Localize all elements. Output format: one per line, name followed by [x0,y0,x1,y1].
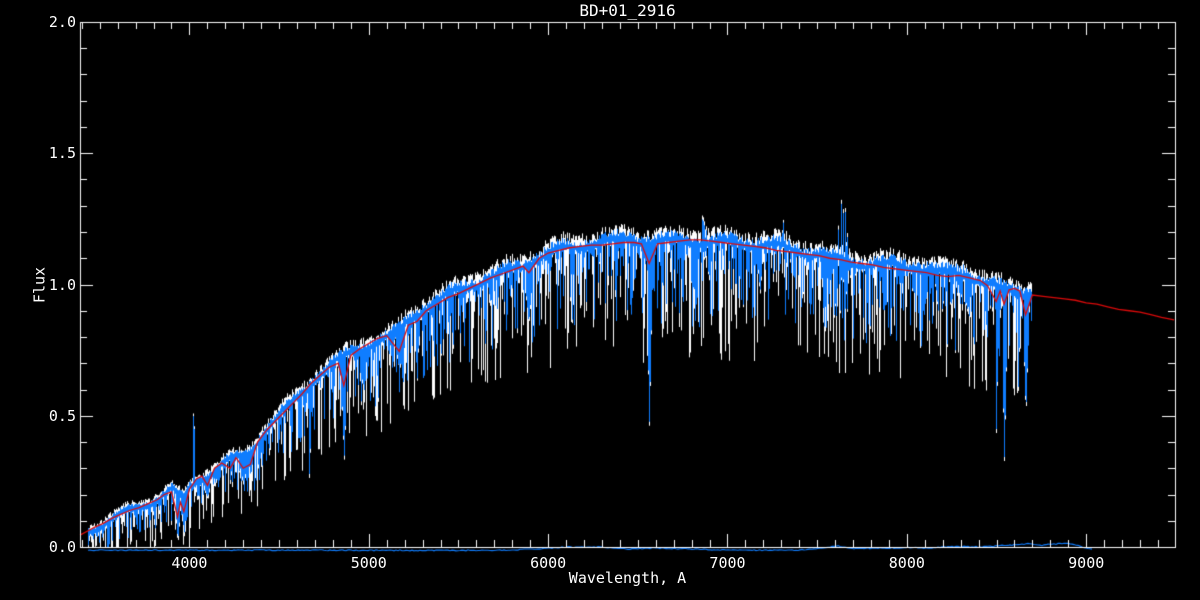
y-tick-label: 1.5 [48,144,76,163]
y-tick-label: 2.0 [48,13,76,31]
x-tick-label: 8000 [888,554,925,572]
x-tick-label: 5000 [350,554,387,572]
x-tick-label: 7000 [709,554,746,572]
x-tick-label: 6000 [530,554,567,572]
plot-title: BD+01_2916 [579,1,676,20]
y-tick-label: 1.0 [48,275,76,294]
y-tick-label: 0.0 [48,538,76,556]
x-tick-label: 4000 [171,554,208,572]
y-tick-label: 0.5 [48,406,76,425]
x-tick-label: 9000 [1068,554,1105,572]
x-axis-label: Wavelength, A [568,569,687,587]
